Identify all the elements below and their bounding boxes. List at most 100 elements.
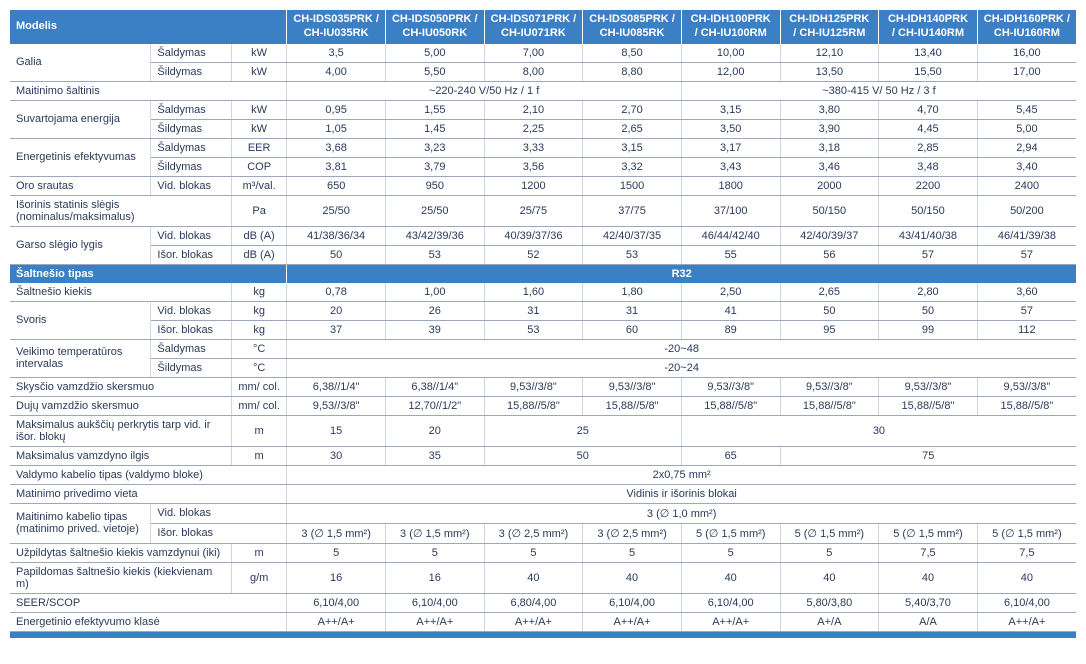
cell: 50 (780, 301, 879, 320)
spec-table: Modelis CH-IDS035PRK / CH-IU035RK CH-IDS… (10, 10, 1076, 638)
cell: 46/41/39/38 (977, 226, 1076, 245)
cell: 40/39/37/36 (484, 226, 583, 245)
table-row: Užpildytas šaltnešio kiekis vamzdynui (i… (10, 543, 1076, 562)
cell: dB (A) (231, 245, 286, 264)
cell: 8,00 (484, 62, 583, 81)
cell: 57 (977, 301, 1076, 320)
cell: 53 (583, 245, 682, 264)
cell: 15,88//5/8" (484, 396, 583, 415)
cell: 5 (681, 543, 780, 562)
cell: 31 (583, 301, 682, 320)
cell: Išor. blokas (151, 523, 287, 543)
cell: Šaltnešio tipas (10, 264, 287, 283)
cell: 26 (385, 301, 484, 320)
cell: 2,10 (484, 100, 583, 119)
table-row: SvorisVid. blokaskg2026313141505057 (10, 301, 1076, 320)
cell: mm/ col. (231, 377, 286, 396)
cell: 2,50 (681, 283, 780, 302)
cell: 3,15 (681, 100, 780, 119)
cell: mm/ col. (231, 396, 286, 415)
cell: Maitinimo šaltinis (10, 81, 287, 100)
cell: 6,10/4,00 (583, 593, 682, 612)
cell: kg (231, 320, 286, 339)
cell: 25/50 (287, 195, 386, 226)
cell: Šildymas (151, 62, 232, 81)
cell: 5 (∅ 1,5 mm²) (879, 523, 978, 543)
cell: 42/40/37/35 (583, 226, 682, 245)
cell: 15,88//5/8" (780, 396, 879, 415)
cell: 2,65 (780, 283, 879, 302)
cell: A++/A+ (484, 612, 583, 631)
cell: 50 (484, 446, 681, 465)
cell: 2,85 (879, 138, 978, 157)
table-row: Dujų vamzdžio skersmuomm/ col.9,53//3/8"… (10, 396, 1076, 415)
cell: 3,33 (484, 138, 583, 157)
cell: 8,50 (583, 44, 682, 63)
cell: kg (231, 283, 286, 302)
cell: Matinimo privedimo vieta (10, 484, 287, 503)
cell: 1800 (681, 176, 780, 195)
cell: 2,25 (484, 119, 583, 138)
header-model-6: CH-IDH140PRK / CH-IU140RM (879, 10, 978, 44)
cell: 1500 (583, 176, 682, 195)
cell: 99 (879, 320, 978, 339)
cell: 41/38/36/34 (287, 226, 386, 245)
cell: 1,45 (385, 119, 484, 138)
cell: Veikimo temperatūros intervalas (10, 339, 151, 377)
cell: 7,00 (484, 44, 583, 63)
cell: 3,46 (780, 157, 879, 176)
cell: Dujų vamzdžio skersmuo (10, 396, 231, 415)
cell: ~220-240 V/50 Hz / 1 f (287, 81, 682, 100)
cell: 1,80 (583, 283, 682, 302)
cell: Oro srautas (10, 176, 151, 195)
cell: 17,00 (977, 62, 1076, 81)
cell: 9,53//3/8" (287, 396, 386, 415)
cell: 15,50 (879, 62, 978, 81)
cell: 56 (780, 245, 879, 264)
cell: Maitinimo kabelio tipas (matinimo prived… (10, 503, 151, 543)
table-row: Maitinimo šaltinis~220-240 V/50 Hz / 1 f… (10, 81, 1076, 100)
cell: 20 (385, 415, 484, 446)
cell: 7,5 (977, 543, 1076, 562)
header-model-2: CH-IDS071PRK / CH-IU071RK (484, 10, 583, 44)
cell: 0,95 (287, 100, 386, 119)
cell: Svoris (10, 301, 151, 339)
cell: 16 (385, 562, 484, 593)
cell: 3,40 (977, 157, 1076, 176)
cell: Maksimalus aukščių perkrytis tarp vid. i… (10, 415, 231, 446)
cell: 1,05 (287, 119, 386, 138)
cell: 3,80 (780, 100, 879, 119)
cell: 43/42/39/36 (385, 226, 484, 245)
cell: 9,53//3/8" (977, 377, 1076, 396)
cell: 16,00 (977, 44, 1076, 63)
table-row: Išor. blokaskg37395360899599112 (10, 320, 1076, 339)
cell: 40 (583, 562, 682, 593)
table-row: GaliaŠaldymaskW3,55,007,008,5010,0012,10… (10, 44, 1076, 63)
cell: 30 (681, 415, 1076, 446)
cell: 4,70 (879, 100, 978, 119)
cell: 5 (287, 543, 386, 562)
cell: Maksimalus vamzdyno ilgis (10, 446, 231, 465)
header-model-1: CH-IDS050PRK / CH-IU050RK (385, 10, 484, 44)
cell: Vid. blokas (151, 503, 287, 523)
cell: 40 (977, 562, 1076, 593)
cell: 7,5 (879, 543, 978, 562)
cell: 50 (287, 245, 386, 264)
cell: 5 (583, 543, 682, 562)
cell: 15,88//5/8" (977, 396, 1076, 415)
cell: 5 (780, 543, 879, 562)
cell: 55 (681, 245, 780, 264)
cell: 50/200 (977, 195, 1076, 226)
cell: 3,32 (583, 157, 682, 176)
cell: Šildymas (151, 358, 232, 377)
cell: 40 (780, 562, 879, 593)
cell: 5,50 (385, 62, 484, 81)
cell: -20~48 (287, 339, 1076, 358)
cell: 13,40 (879, 44, 978, 63)
cell: 65 (681, 446, 780, 465)
table-row: Skysčio vamzdžio skersmuomm/ col.6,38//1… (10, 377, 1076, 396)
cell: 43/41/40/38 (879, 226, 978, 245)
cell: 40 (879, 562, 978, 593)
cell: 6,38//1/4" (287, 377, 386, 396)
cell: 3 (∅ 1,5 mm²) (287, 523, 386, 543)
